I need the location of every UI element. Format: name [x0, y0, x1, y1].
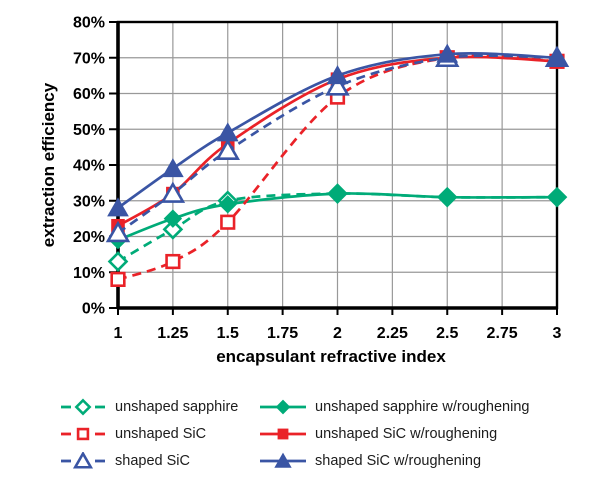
data-point-marker: [107, 197, 129, 217]
x-tick-label: 1.25: [157, 325, 188, 342]
x-tick-label: 2.25: [377, 325, 408, 342]
legend-swatch-shaped-sic: [61, 451, 105, 469]
legend-swatch-unshaped-sic: [61, 427, 105, 440]
y-tick-label: 40%: [73, 158, 105, 175]
x-tick-label: 1.5: [217, 325, 239, 342]
y-tick-label: 70%: [73, 50, 105, 67]
data-point-marker: [74, 398, 92, 415]
data-point-marker: [275, 399, 291, 414]
x-axis-title: encapsulant refractive index: [216, 347, 446, 366]
data-point-marker: [165, 253, 181, 270]
legend-item-unshaped-sic-roughening: unshaped SiC w/roughening: [260, 425, 600, 443]
legend-swatch-unshaped-sapphire-roughening: [260, 399, 306, 414]
x-tick-label: 2.75: [487, 325, 518, 342]
data-point-marker: [163, 209, 183, 228]
series-unshaped-sapphire-w-roughening: [108, 184, 567, 250]
data-point-marker: [107, 251, 129, 272]
data-point-marker: [105, 220, 131, 243]
data-point-marker: [218, 195, 237, 214]
gridlines: [118, 22, 557, 308]
data-point-marker: [110, 271, 126, 288]
legend-item-unshaped-sic: unshaped SiC: [60, 425, 260, 443]
chart-legend: unshaped sapphire unshaped SiC shaped Si…: [60, 393, 600, 474]
y-tick-label: 10%: [73, 265, 105, 282]
legend-item-shaped-sic-roughening: shaped SiC w/roughening: [260, 452, 600, 470]
data-point-marker: [328, 184, 347, 203]
data-point-marker: [160, 181, 186, 203]
axis-ticks: 0% 10% 20% 30% 40% 50% 60% 70% 80% 1 1.25 1.5 1.75 2 2…: [73, 15, 562, 343]
legend-label: unshaped SiC w/roughening: [315, 425, 498, 442]
legend-item-unshaped-sapphire-roughening: unshaped sapphire w/roughening: [260, 398, 600, 416]
y-tick-label: 50%: [73, 122, 105, 139]
y-tick-label: 60%: [73, 86, 105, 103]
y-tick-label: 0%: [82, 301, 105, 318]
legend-item-shaped-sic: shaped SiC: [60, 451, 260, 470]
legend-label: shaped SiC w/roughening: [315, 452, 482, 469]
legend-label: unshaped sapphire w/roughening: [315, 398, 530, 415]
data-point-marker: [326, 65, 349, 85]
x-tick-label: 1: [114, 325, 123, 342]
legend-item-unshaped-sapphire: unshaped sapphire: [60, 398, 260, 416]
y-tick-label: 30%: [73, 193, 105, 210]
legend-label: shaped SiC: [115, 452, 190, 469]
data-point-marker: [436, 43, 459, 63]
data-point-marker: [216, 122, 239, 142]
data-point-marker: [277, 428, 289, 439]
x-tick-label: 1.75: [267, 325, 298, 342]
data-point-marker: [162, 158, 184, 178]
data-point-marker: [220, 214, 236, 230]
data-point-marker: [438, 187, 457, 207]
chart: encapsulant refractive index extraction …: [39, 15, 570, 366]
series-shaped-sic-w-roughening: [107, 43, 568, 217]
legend-label: unshaped SiC: [115, 425, 207, 442]
data-point-marker: [76, 427, 90, 440]
data-point-marker: [215, 138, 240, 160]
legend-swatch-shaped-sic-roughening: [260, 452, 306, 468]
data-point-marker: [274, 452, 292, 468]
legend-label: unshaped sapphire: [115, 398, 239, 415]
x-tick-label: 2.5: [436, 325, 458, 342]
legend-swatch-unshaped-sapphire: [61, 398, 105, 415]
data-point-marker: [547, 187, 567, 207]
data-point-marker: [325, 74, 350, 96]
data-point-marker: [72, 451, 94, 469]
data-point-marker: [162, 219, 184, 240]
data-point-marker: [546, 47, 568, 67]
x-tick-label: 3: [553, 325, 562, 342]
y-tick-label: 80%: [73, 15, 105, 32]
y-tick-label: 20%: [73, 229, 105, 246]
y-axis-title: extraction efficiency: [39, 82, 58, 247]
x-tick-label: 2: [333, 325, 342, 342]
legend-swatch-unshaped-sic-roughening: [260, 428, 306, 439]
